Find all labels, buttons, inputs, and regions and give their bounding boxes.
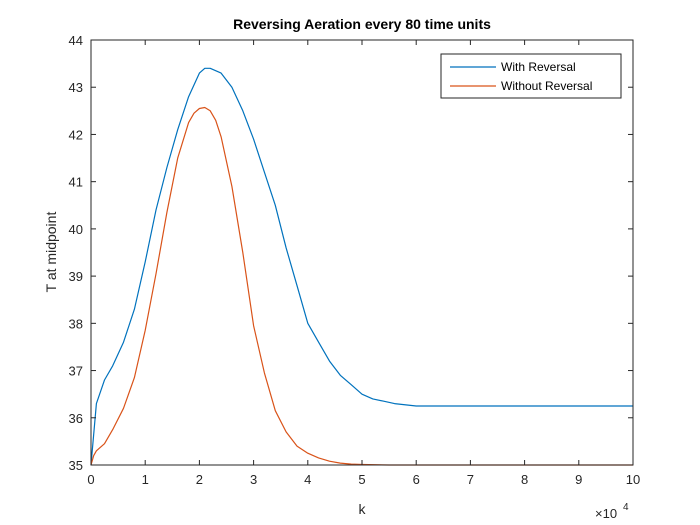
x-tick-label: 9 [575, 472, 582, 487]
y-tick-label: 43 [69, 80, 83, 95]
x-exponent: ×10 4 [595, 502, 629, 521]
legend-label-without-reversal: Without Reversal [501, 79, 592, 93]
legend: With Reversal Without Reversal [440, 53, 622, 99]
legend-label-with-reversal: With Reversal [501, 60, 576, 74]
x-tick-label: 4 [304, 472, 311, 487]
x-tick-label: 5 [358, 472, 365, 487]
x-tick-label: 2 [196, 472, 203, 487]
y-tick-label: 42 [69, 127, 83, 142]
y-tick-label: 38 [69, 316, 83, 331]
x-tick-label: 10 [626, 472, 640, 487]
y-tick-label: 40 [69, 222, 83, 237]
y-tick-label: 36 [69, 411, 83, 426]
axes-box [90, 39, 634, 466]
x-tick-label: 8 [521, 472, 528, 487]
plot-area [91, 40, 633, 465]
x-exponent-base: ×10 [595, 506, 617, 521]
x-exponent-power: 4 [623, 502, 629, 513]
y-axis-label: T at midpoint [43, 212, 59, 293]
y-tick-label: 41 [69, 175, 83, 190]
series-line-with-reversal [90, 67, 633, 466]
x-tick-label: 7 [467, 472, 474, 487]
y-tick-label: 44 [69, 33, 83, 48]
y-tick-label: 37 [69, 364, 83, 379]
ticks-layer: 0 1 2 3 4 5 6 7 8 9 10 35 36 37 38 39 40 41 42 43 44 [69, 33, 641, 487]
x-tick-label: 1 [142, 472, 149, 487]
chart-title: Reversing Aeration every 80 time units [233, 16, 491, 32]
y-tick-label: 39 [69, 269, 83, 284]
x-tick-label: 3 [250, 472, 257, 487]
y-tick-label: 35 [69, 458, 83, 473]
x-tick-label: 6 [413, 472, 420, 487]
x-tick-label: 0 [87, 472, 94, 487]
x-axis-label: k [359, 501, 367, 517]
legend-box [440, 53, 622, 99]
